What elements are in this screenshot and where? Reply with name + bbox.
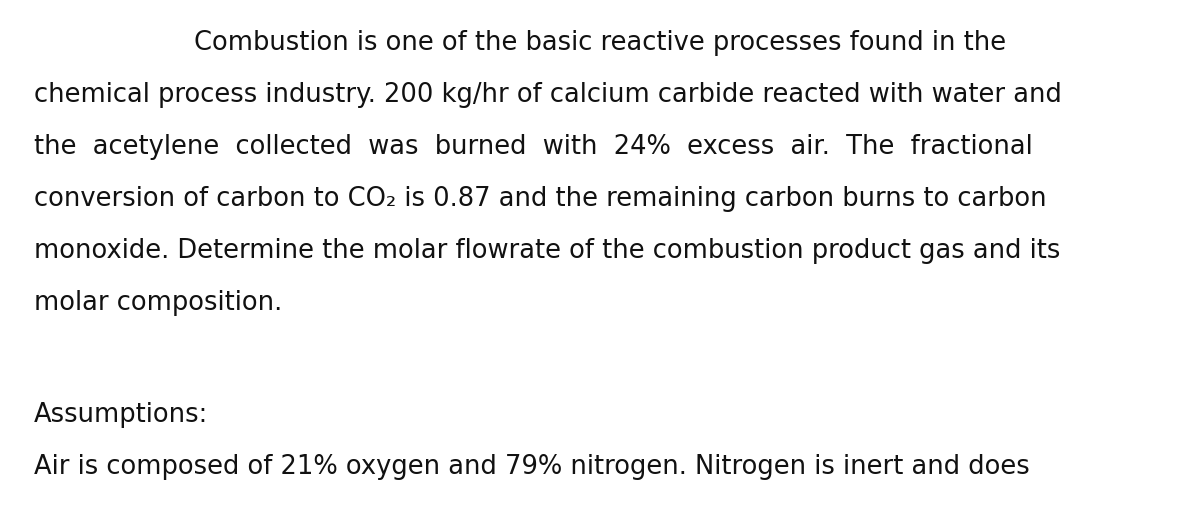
Text: Combustion is one of the basic reactive processes found in the: Combustion is one of the basic reactive … <box>194 30 1006 56</box>
Text: the  acetylene  collected  was  burned  with  24%  excess  air.  The  fractional: the acetylene collected was burned with … <box>34 134 1032 160</box>
Text: Air is composed of 21% oxygen and 79% nitrogen. Nitrogen is inert and does: Air is composed of 21% oxygen and 79% ni… <box>34 453 1030 479</box>
Text: Assumptions:: Assumptions: <box>34 401 208 427</box>
Text: chemical process industry. 200 kg/hr of calcium carbide reacted with water and: chemical process industry. 200 kg/hr of … <box>34 82 1062 108</box>
Text: conversion of carbon to CO₂ is 0.87 and the remaining carbon burns to carbon: conversion of carbon to CO₂ is 0.87 and … <box>34 186 1046 212</box>
Text: monoxide. Determine the molar flowrate of the combustion product gas and its: monoxide. Determine the molar flowrate o… <box>34 237 1060 264</box>
Text: molar composition.: molar composition. <box>34 289 282 316</box>
